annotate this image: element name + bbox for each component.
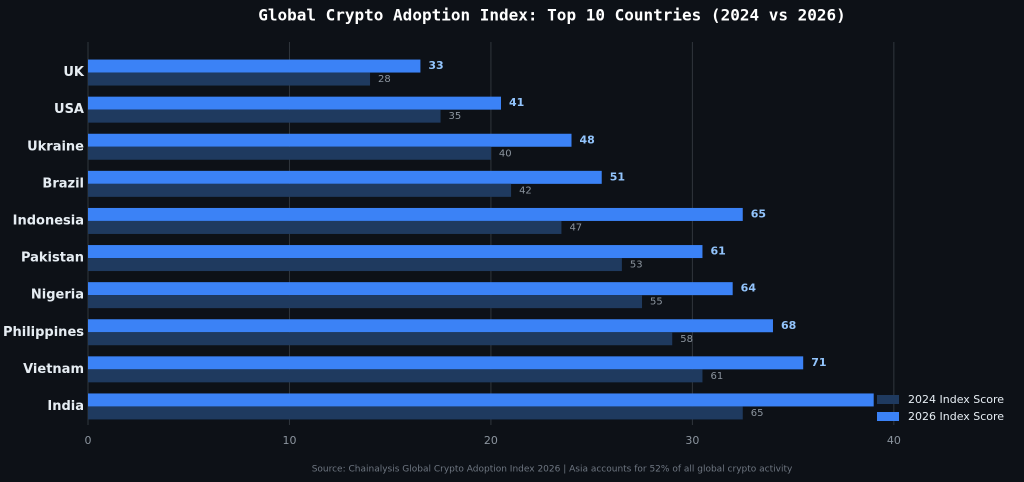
value-label: 47 <box>569 222 582 233</box>
bar <box>88 332 673 346</box>
legend-swatch <box>877 395 899 404</box>
y-tick-label: Vietnam <box>23 362 84 377</box>
bar <box>88 369 703 383</box>
bar <box>88 109 441 123</box>
value-label: 71 <box>811 356 826 369</box>
x-tick-label: 0 <box>85 434 92 447</box>
x-tick-label: 20 <box>484 434 498 447</box>
legend-label: 2026 Index Score <box>908 410 1004 423</box>
value-label: 65 <box>751 408 764 419</box>
value-label: 55 <box>650 297 663 308</box>
x-tick-label: 30 <box>685 434 699 447</box>
value-label: 53 <box>630 260 643 271</box>
x-tick-label: 40 <box>887 434 901 447</box>
bar <box>88 406 743 420</box>
chart-title: Global Crypto Adoption Index: Top 10 Cou… <box>258 6 846 25</box>
source-note: Source: Chainalysis Global Crypto Adopti… <box>312 465 793 475</box>
bar <box>88 96 501 110</box>
bar <box>88 207 743 221</box>
bar <box>88 282 733 296</box>
y-tick-label: UK <box>63 65 85 80</box>
y-tick-label: Brazil <box>42 176 84 191</box>
bar <box>88 319 773 333</box>
bar <box>88 170 602 184</box>
y-tick-label: Pakistan <box>21 251 84 266</box>
value-label: 41 <box>509 96 524 109</box>
y-tick-label: Philippines <box>3 325 84 340</box>
value-label: 33 <box>428 59 443 72</box>
value-label: 35 <box>449 111 462 122</box>
value-label: 64 <box>741 282 757 295</box>
bar <box>88 295 643 309</box>
value-label: 42 <box>519 185 532 196</box>
bar <box>88 356 804 370</box>
bar <box>88 220 562 234</box>
y-tick-label: Nigeria <box>31 288 84 303</box>
y-tick-label: India <box>47 399 84 414</box>
value-label: 61 <box>710 371 723 382</box>
value-label: 61 <box>710 245 725 258</box>
bar <box>88 133 572 147</box>
bar <box>88 245 703 259</box>
legend-label: 2024 Index Score <box>908 393 1004 406</box>
y-tick-label: USA <box>54 102 84 117</box>
x-tick-label: 10 <box>282 434 296 447</box>
value-label: 58 <box>680 334 693 345</box>
value-label: 48 <box>580 133 595 146</box>
value-label: 40 <box>499 148 512 159</box>
y-tick-label: Indonesia <box>13 213 84 228</box>
bar <box>88 393 874 407</box>
value-label: 65 <box>751 207 766 220</box>
bar <box>88 146 491 160</box>
bar <box>88 258 622 272</box>
bar <box>88 183 512 197</box>
bar <box>88 59 421 73</box>
y-tick-label: Ukraine <box>27 139 84 154</box>
value-label: 51 <box>610 170 625 183</box>
legend-swatch <box>877 412 899 421</box>
value-label: 28 <box>378 74 391 85</box>
value-label: 68 <box>781 319 796 332</box>
bar <box>88 72 371 86</box>
